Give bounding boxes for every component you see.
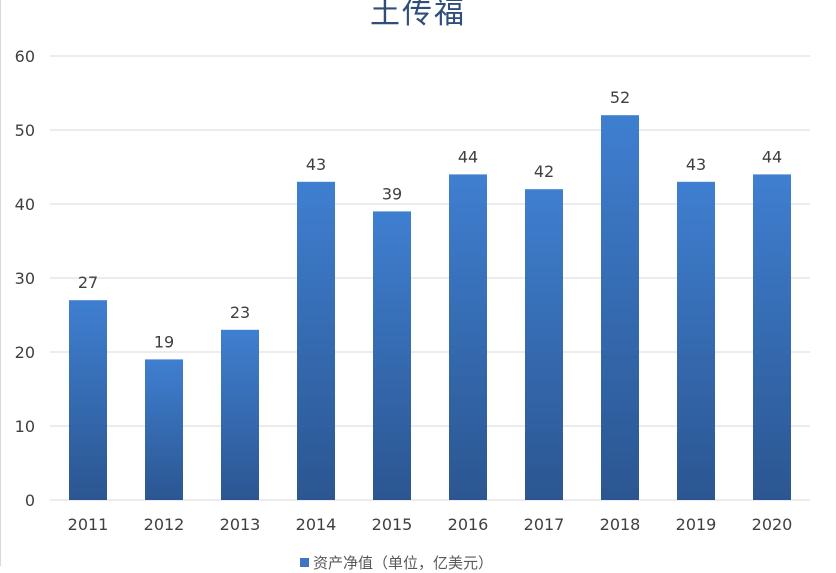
data-label: 23 (230, 303, 250, 322)
y-tick-label: 30 (15, 269, 35, 288)
y-tick-label: 40 (15, 195, 35, 214)
bar (677, 181, 715, 501)
legend-swatch (300, 558, 309, 567)
data-label: 43 (306, 155, 326, 174)
x-tick-label: 2015 (372, 515, 413, 534)
data-label: 44 (458, 147, 478, 166)
y-tick-label: 20 (15, 343, 35, 362)
y-axis-ticks: 0 10 20 30 40 50 60 (15, 47, 35, 510)
bar (69, 300, 107, 500)
x-tick-label: 2018 (600, 515, 641, 534)
y-tick-label: 60 (15, 47, 35, 66)
data-labels: 27 19 23 43 39 44 42 52 43 44 (78, 88, 782, 351)
data-label: 44 (762, 147, 782, 166)
data-label: 27 (78, 273, 98, 292)
x-tick-label: 2016 (448, 515, 489, 534)
bar (525, 189, 563, 500)
data-label: 39 (382, 184, 402, 203)
data-label: 52 (610, 88, 630, 107)
bar (373, 211, 411, 500)
x-tick-label: 2011 (68, 515, 109, 534)
x-tick-label: 2013 (220, 515, 261, 534)
bar (449, 174, 487, 500)
y-tick-label: 0 (25, 491, 35, 510)
legend: 资产净值（单位，亿美元） (300, 552, 493, 573)
y-tick-label: 10 (15, 417, 35, 436)
chart-title: 土传福 (370, 0, 466, 31)
data-label: 42 (534, 162, 554, 181)
data-label: 43 (686, 155, 706, 174)
x-axis-ticks: 2011 2012 2013 2014 2015 2016 2017 2018 2019 2020 (68, 515, 793, 534)
bar (145, 359, 183, 500)
x-tick-label: 2012 (144, 515, 185, 534)
x-tick-label: 2020 (752, 515, 793, 534)
bar (297, 181, 335, 501)
x-tick-label: 2017 (524, 515, 565, 534)
data-label: 19 (154, 332, 174, 351)
bar (221, 329, 259, 500)
x-tick-label: 2014 (296, 515, 337, 534)
bar (753, 174, 791, 500)
bar (601, 115, 639, 500)
bars (69, 115, 791, 501)
x-tick-label: 2019 (676, 515, 717, 534)
y-tick-label: 50 (15, 121, 35, 140)
legend-label: 资产净值（单位，亿美元） (313, 554, 494, 572)
